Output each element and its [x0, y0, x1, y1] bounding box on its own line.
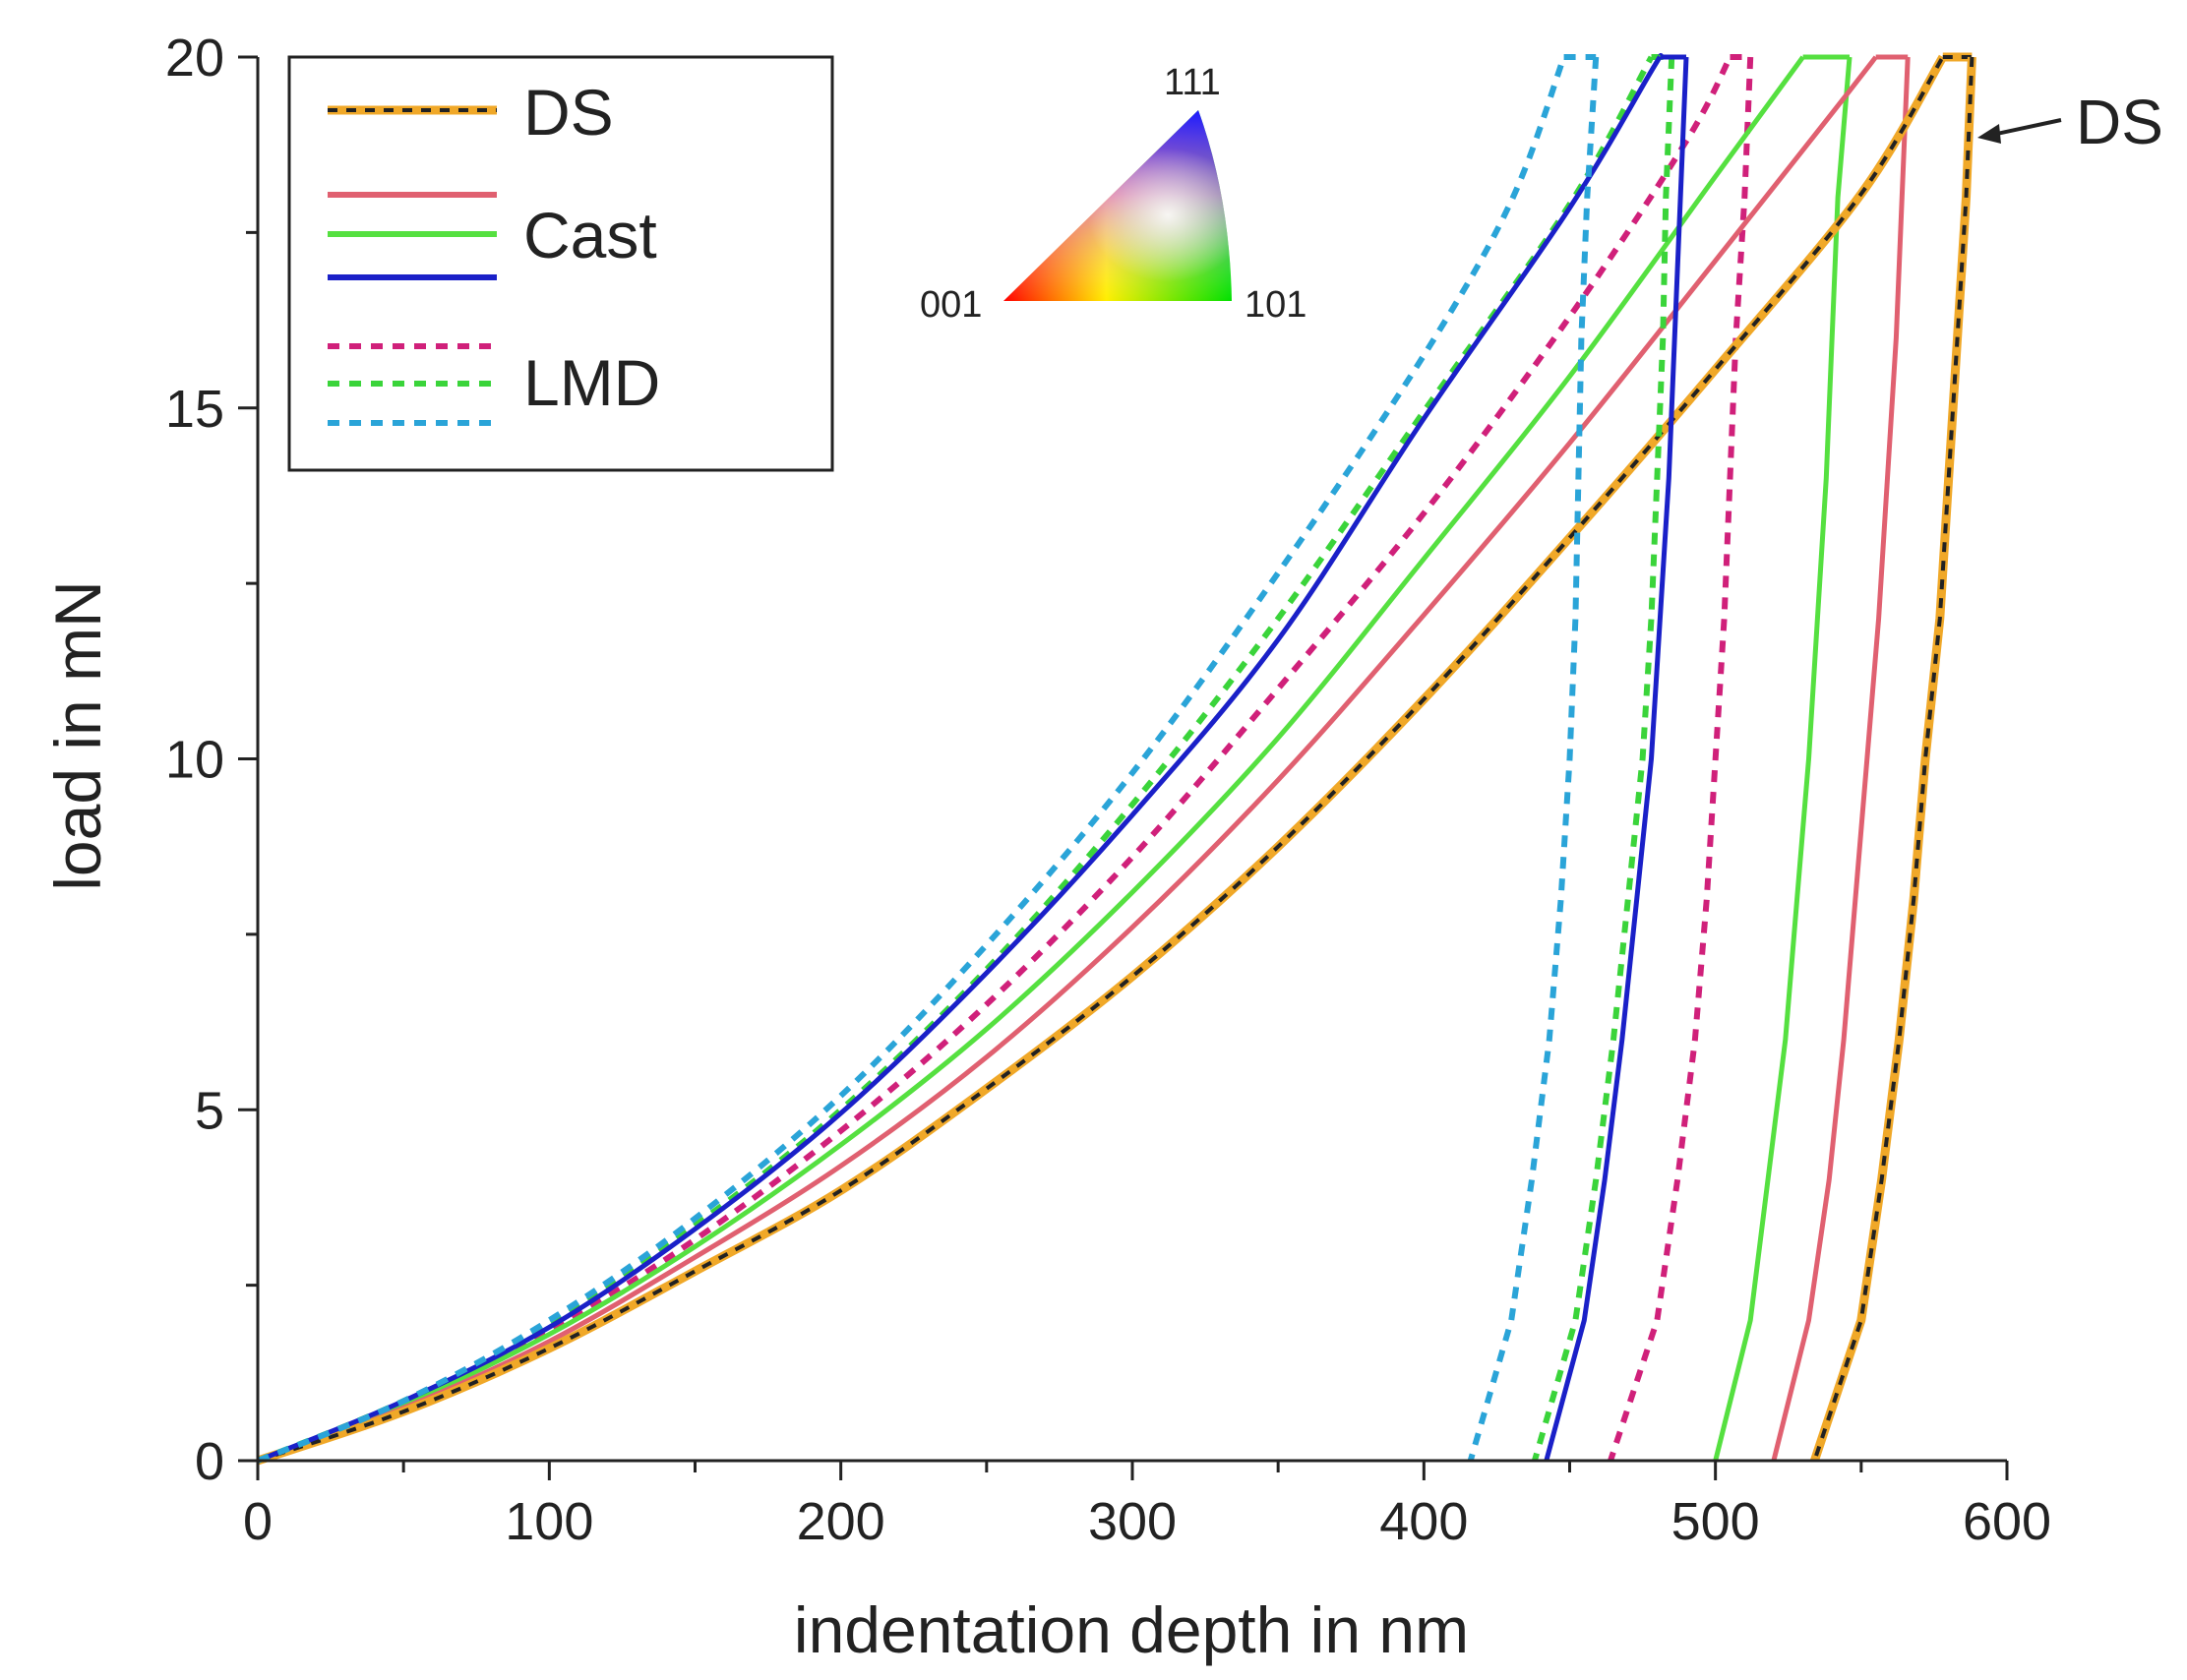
- arrowhead-icon: [1977, 124, 2001, 144]
- series-line-unloading: [1608, 56, 1754, 1462]
- x-tick-label: 500: [1671, 1492, 1760, 1551]
- series-line-loading: [256, 55, 1567, 1464]
- series-line-dash-unloading: [1812, 56, 1974, 1462]
- legend-label-cast: Cast: [523, 199, 657, 271]
- series-line-unloading: [1467, 56, 1600, 1462]
- series-layer: [256, 52, 1976, 1466]
- series-line-loading: [256, 55, 1733, 1464]
- series-line-loading: [257, 52, 1664, 1464]
- ipf-label-111: 111: [1164, 62, 1221, 103]
- ds-annotation: DS: [1977, 87, 2163, 157]
- ipf-color-key: 001 101 111: [920, 62, 1306, 326]
- legend-box: [287, 55, 834, 472]
- axes: 0 100 200 300 400 500 600 0 5 10 15 20: [165, 29, 2051, 1551]
- series-line-unloading: [1544, 56, 1689, 1462]
- annotation-arrow: [1991, 118, 2062, 137]
- annotation-label: DS: [2076, 87, 2163, 157]
- x-tick-label: 100: [505, 1492, 593, 1551]
- legend-samples: [328, 105, 497, 426]
- x-tick-label: 300: [1088, 1492, 1177, 1551]
- legend-label-lmd: LMD: [523, 346, 660, 419]
- legend-label-ds: DS: [523, 76, 614, 149]
- y-tick-label: 0: [195, 1432, 224, 1491]
- series-ds: [256, 52, 1976, 1466]
- ipf-label-001: 001: [920, 284, 982, 326]
- series-lmd-cyan: [256, 54, 1600, 1464]
- x-tick-label: 600: [1963, 1492, 2051, 1551]
- series-cast-green: [257, 54, 1853, 1464]
- series-line-unloading: [1713, 56, 1853, 1462]
- series-cast-red: [257, 54, 1911, 1464]
- x-tick-label: 200: [797, 1492, 885, 1551]
- y-tick-label: 15: [165, 380, 224, 439]
- series-line-dash-loading: [257, 55, 1945, 1463]
- x-tick-label: 0: [243, 1492, 273, 1551]
- series-cast-blue: [257, 52, 1689, 1464]
- x-tick-label: 400: [1379, 1492, 1468, 1551]
- y-tick-label: 20: [165, 29, 224, 88]
- y-tick-label: 5: [195, 1081, 224, 1140]
- x-axis-title: indentation depth in nm: [794, 1593, 1469, 1666]
- y-axis-title: load in mN: [41, 580, 114, 890]
- y-tick-label: 10: [165, 731, 224, 790]
- series-line-unloading: [1532, 56, 1675, 1462]
- series-lmd-magenta: [256, 54, 1754, 1464]
- series-line-loading: [257, 55, 1805, 1464]
- series-line-unloading: [1810, 56, 1976, 1463]
- series-line-loading: [257, 55, 1878, 1464]
- legend: DS Cast LMD: [287, 55, 834, 472]
- ipf-label-101: 101: [1245, 284, 1306, 326]
- series-line-unloading: [1771, 56, 1911, 1462]
